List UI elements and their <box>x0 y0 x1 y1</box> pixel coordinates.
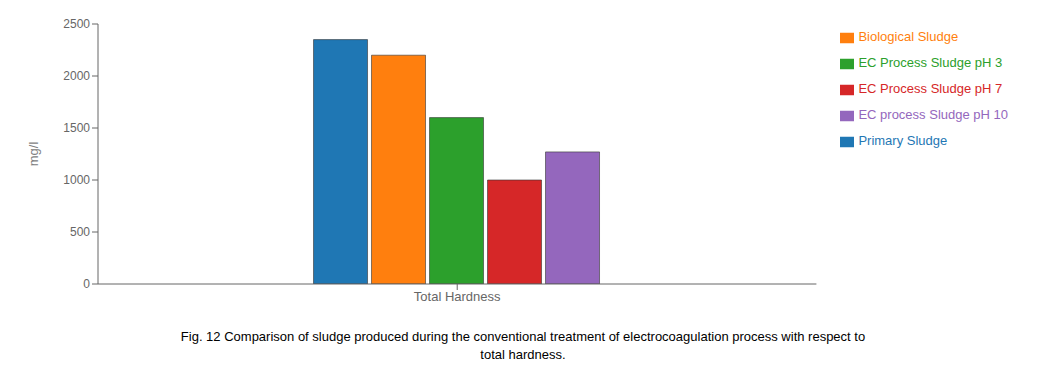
svg-text:mg/l: mg/l <box>26 142 41 167</box>
html-text:Biological Sludge: Biological Sludge <box>858 29 959 44</box>
html-text:EC Process Sludge pH 3: EC Process Sludge pH 3 <box>858 55 1003 70</box>
svg-text:1000: 1000 <box>63 173 90 187</box>
html-text:EC Process Sludge pH 7: EC Process Sludge pH 7 <box>858 81 1003 96</box>
svg-text:2500: 2500 <box>63 17 90 31</box>
html-text:total hardness.: total hardness. <box>480 347 566 362</box>
svg-text:Total Hardness: Total Hardness <box>414 289 501 304</box>
svg-text:1500: 1500 <box>63 121 90 135</box>
svg-text:2000: 2000 <box>63 69 90 83</box>
html-text:Fig. 12 Comparison of sludge p: Fig. 12 Comparison of sludge produced du… <box>180 329 866 344</box>
html-text:EC process Sludge pH 10: EC process Sludge pH 10 <box>858 107 1008 122</box>
svg-text:0: 0 <box>83 277 90 291</box>
svg-text:500: 500 <box>70 225 90 239</box>
html-text:Primary Sludge: Primary Sludge <box>858 133 948 148</box>
